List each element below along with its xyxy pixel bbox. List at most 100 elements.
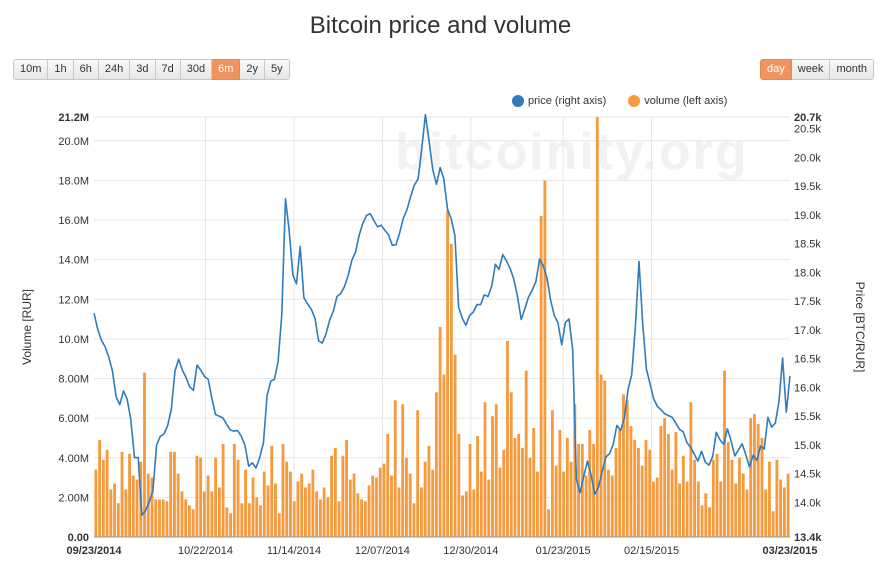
legend-volume-label: volume (left axis) bbox=[644, 95, 728, 107]
volume-bar bbox=[599, 374, 603, 537]
volume-bar bbox=[685, 481, 689, 537]
range-selector: 10m 1h 6h 24h 3d 7d 30d 6m 2y 5y bbox=[13, 59, 290, 80]
volume-bar bbox=[375, 477, 378, 537]
range-button-6h[interactable]: 6h bbox=[73, 59, 99, 80]
volume-bar bbox=[266, 485, 270, 537]
range-button-6m[interactable]: 6m bbox=[212, 59, 241, 80]
volume-bar bbox=[315, 491, 319, 537]
volume-bar bbox=[610, 475, 614, 537]
y-right-tick-label: 20.0k bbox=[794, 152, 821, 164]
x-tick-label: 03/23/2015 bbox=[762, 545, 817, 557]
volume-bar bbox=[681, 455, 685, 537]
volume-bar bbox=[588, 430, 592, 537]
volume-bar bbox=[674, 432, 678, 537]
range-button-7d[interactable]: 7d bbox=[155, 59, 181, 80]
volume-bar bbox=[779, 479, 783, 537]
volume-bar bbox=[644, 439, 648, 537]
volume-bar bbox=[412, 503, 416, 537]
volume-bar bbox=[244, 469, 247, 537]
volume-bar bbox=[659, 426, 663, 537]
y-right-axis-title: Price [BTC/RUR] bbox=[853, 282, 867, 373]
x-tick-label: 11/14/2014 bbox=[267, 545, 321, 557]
volume-bar bbox=[401, 404, 405, 537]
volume-bar bbox=[128, 453, 131, 537]
volume-bar bbox=[113, 483, 117, 537]
volume-bar bbox=[393, 400, 397, 537]
volume-bar bbox=[173, 451, 176, 537]
volume-bar bbox=[711, 459, 715, 537]
x-tick-label: 12/30/2014 bbox=[443, 545, 498, 557]
chart-legend: price (right axis) volume (left axis) bbox=[512, 95, 727, 107]
volume-bar bbox=[760, 437, 764, 537]
volume-bar bbox=[767, 461, 771, 537]
volume-bar bbox=[259, 505, 262, 537]
volume-bar bbox=[614, 447, 618, 537]
volume-bar bbox=[434, 392, 438, 537]
volume-bar bbox=[517, 433, 521, 537]
legend-price-label: price (right axis) bbox=[528, 95, 607, 107]
volume-bar bbox=[262, 471, 266, 537]
volume-bar bbox=[322, 487, 326, 537]
volume-bar bbox=[408, 473, 412, 537]
interval-button-week[interactable]: week bbox=[791, 59, 831, 80]
volume-bar bbox=[281, 443, 285, 537]
range-button-24h[interactable]: 24h bbox=[98, 59, 131, 80]
volume-bar bbox=[539, 216, 543, 537]
legend-item-volume[interactable]: volume (left axis) bbox=[628, 95, 727, 107]
volume-bar bbox=[247, 503, 251, 537]
y-left-tick-label: 8.00M bbox=[58, 374, 89, 386]
interval-button-month[interactable]: month bbox=[830, 59, 875, 80]
volume-bar bbox=[666, 433, 670, 537]
y-right-tick-label: 14.0k bbox=[794, 497, 821, 509]
y-left-tick-label: 16.0M bbox=[58, 215, 89, 227]
volume-bar bbox=[700, 505, 704, 537]
y-left-tick-label: 4.00M bbox=[58, 453, 89, 465]
y-left-tick-label: 10.0M bbox=[58, 334, 89, 346]
y-left-tick-label: 2.00M bbox=[58, 492, 89, 504]
volume-bar bbox=[786, 473, 790, 537]
range-button-3d[interactable]: 3d bbox=[130, 59, 156, 80]
volume-bar bbox=[397, 487, 401, 537]
volume-bar bbox=[363, 501, 367, 537]
x-tick-label: 10/22/2014 bbox=[178, 545, 233, 557]
volume-bar bbox=[468, 443, 472, 537]
volume-bar bbox=[569, 461, 573, 537]
volume-bar bbox=[479, 471, 483, 537]
volume-bar bbox=[124, 489, 128, 537]
y-left-tick-label: 12.0M bbox=[58, 294, 89, 306]
volume-bar bbox=[782, 487, 786, 537]
volume-bar bbox=[356, 493, 360, 537]
volume-bar bbox=[528, 457, 532, 537]
volume-bar bbox=[494, 404, 498, 537]
y-right-tick-label: 17.0k bbox=[794, 325, 821, 337]
volume-bar bbox=[360, 499, 363, 537]
y-right-tick-label: 15.5k bbox=[794, 411, 821, 423]
volume-bar bbox=[633, 439, 637, 537]
y-left-tick-label: 20.0M bbox=[58, 136, 89, 148]
legend-item-price[interactable]: price (right axis) bbox=[512, 95, 606, 107]
volume-bar bbox=[386, 433, 390, 537]
range-button-10m[interactable]: 10m bbox=[13, 59, 49, 80]
range-button-1h[interactable]: 1h bbox=[48, 59, 74, 80]
volume-bar bbox=[348, 479, 352, 537]
volume-bar bbox=[378, 467, 382, 537]
range-button-5y[interactable]: 5y bbox=[265, 59, 290, 80]
x-tick-label: 01/23/2015 bbox=[536, 545, 591, 557]
y-right-tick-label: 19.5k bbox=[794, 181, 821, 193]
interval-button-day[interactable]: day bbox=[760, 59, 792, 80]
range-button-30d[interactable]: 30d bbox=[180, 59, 213, 80]
volume-bar bbox=[491, 416, 494, 537]
volume-bar bbox=[476, 435, 479, 537]
volume-bar bbox=[595, 117, 599, 537]
volume-series-marker bbox=[628, 95, 641, 107]
volume-bar bbox=[547, 509, 551, 537]
volume-bar bbox=[300, 473, 304, 537]
volume-bar bbox=[352, 473, 356, 537]
watermark-logo: bitcoinity.org bbox=[395, 123, 749, 181]
volume-bar bbox=[749, 418, 753, 537]
volume-bar bbox=[655, 477, 659, 537]
volume-bar bbox=[221, 443, 225, 537]
range-button-2y[interactable]: 2y bbox=[240, 59, 266, 80]
volume-bar bbox=[303, 487, 307, 537]
volume-bar bbox=[532, 428, 536, 537]
